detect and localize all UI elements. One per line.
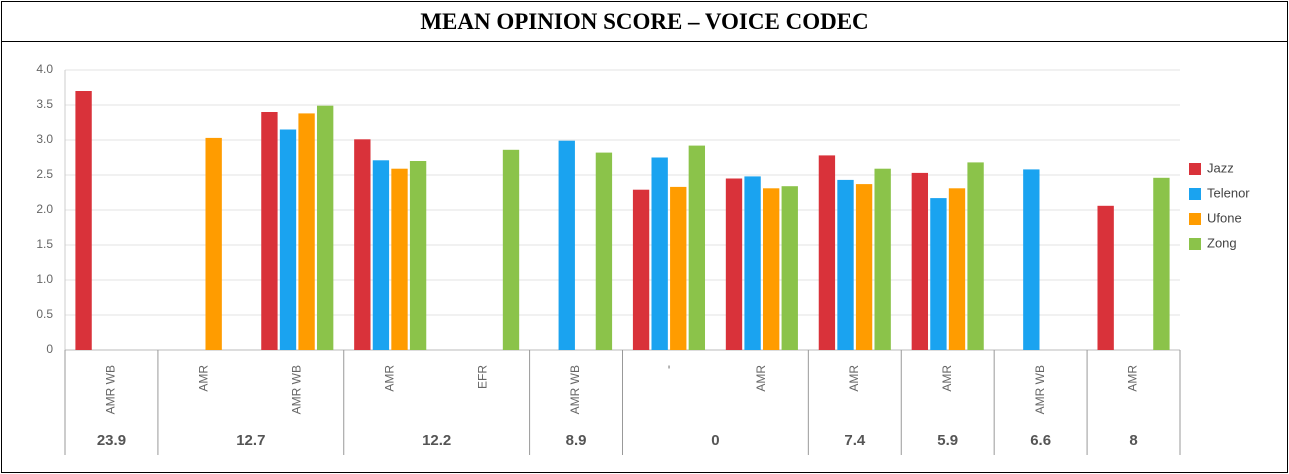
- bar: [725, 178, 743, 350]
- x-tick-label: AMR: [382, 365, 396, 392]
- y-tick-label: 0: [46, 342, 53, 356]
- x-tick-label: AMR WB: [568, 365, 582, 414]
- y-tick-label: 2.0: [36, 202, 53, 216]
- y-tick-label: 1.5: [36, 237, 53, 251]
- bar: [205, 137, 222, 350]
- legend-swatch: [1189, 163, 1201, 175]
- legend-swatch: [1189, 188, 1201, 200]
- group-label: 6.6: [1030, 432, 1051, 449]
- bar: [409, 161, 427, 350]
- group-label: 5.9: [937, 432, 958, 449]
- bar: [632, 189, 650, 350]
- bar: [298, 113, 315, 351]
- chart-title: MEAN OPINION SCORE – VOICE CODEC: [2, 2, 1287, 42]
- bar: [930, 198, 947, 350]
- bar: [651, 157, 668, 350]
- bar: [762, 188, 780, 350]
- bar: [391, 168, 408, 350]
- bar: [558, 140, 575, 350]
- bar: [818, 155, 836, 350]
- x-tick-label: EFR: [475, 365, 489, 389]
- bar: [837, 179, 854, 350]
- bar: [372, 160, 390, 350]
- bar: [967, 162, 984, 350]
- bar: [279, 129, 297, 350]
- bar: [874, 168, 891, 350]
- x-tick-label: AMR: [1126, 365, 1140, 392]
- legend-swatch: [1189, 213, 1201, 225]
- bar: [670, 186, 687, 350]
- group-label: 0: [711, 432, 719, 449]
- y-tick-label: 3.5: [36, 97, 53, 111]
- group-label: 8.9: [566, 432, 587, 449]
- bar: [1153, 177, 1170, 350]
- bar: [502, 149, 520, 350]
- bar: [744, 176, 761, 350]
- y-tick-label: 3.0: [36, 132, 53, 146]
- y-tick-label: 1.0: [36, 272, 53, 286]
- group-label: 12.7: [236, 432, 265, 449]
- bar: [688, 145, 706, 350]
- bar: [1097, 205, 1114, 350]
- legend-label: Jazz: [1207, 160, 1234, 175]
- bar: [911, 172, 929, 350]
- bar: [855, 184, 873, 350]
- y-tick-label: 0.5: [36, 307, 53, 321]
- y-tick-label: 4.0: [36, 62, 53, 76]
- bar: [781, 186, 798, 350]
- legend-label: Zong: [1207, 235, 1237, 250]
- x-tick-label: AMR WB: [104, 365, 118, 414]
- bar: [1023, 169, 1040, 350]
- x-tick-label: AMR: [197, 365, 211, 392]
- legend-label: Ufone: [1207, 210, 1242, 225]
- x-tick-label: AMR WB: [289, 365, 303, 414]
- x-tick-label: AMR WB: [1033, 365, 1047, 414]
- bar: [75, 91, 92, 350]
- group-label: 12.2: [422, 432, 451, 449]
- x-tick-label: AMR: [847, 365, 861, 392]
- legend-label: Telenor: [1207, 185, 1250, 200]
- legend-swatch: [1189, 238, 1201, 250]
- bar: [595, 152, 613, 350]
- bar: [948, 188, 966, 350]
- x-tick-label: AMR: [754, 365, 768, 392]
- bar: [354, 139, 371, 350]
- x-tick-label: AMR: [940, 365, 954, 392]
- group-label: 7.4: [844, 432, 866, 449]
- bar: [261, 112, 278, 350]
- group-label: 8: [1129, 432, 1137, 449]
- group-label: 23.9: [97, 432, 126, 449]
- bar: [316, 105, 334, 350]
- chart: 0 0.5 1.0 1.5 2.0 2.5 3.0 3.5 4.0 AMR WB 23.9 AMR AM…: [36, 62, 1250, 455]
- y-tick-label: 2.5: [36, 167, 53, 181]
- x-tick-label: -: [661, 365, 675, 369]
